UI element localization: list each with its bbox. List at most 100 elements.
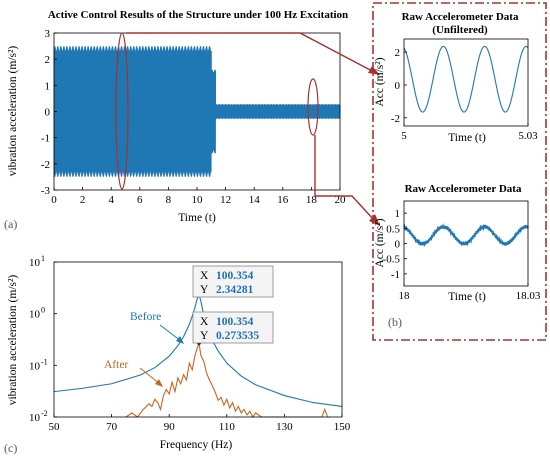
xtick-label: 5.03 <box>518 130 538 142</box>
ytick-label: -3 <box>41 185 51 197</box>
panel-a-xticks: 0 2 4 6 8 10 12 14 16 18 20 <box>51 187 346 206</box>
panel-a-yticks: 3 2 1 0 -1 -2 -3 <box>41 28 57 197</box>
datatip-before-box <box>192 265 274 298</box>
xtick-label: 16 <box>277 194 289 206</box>
series-after <box>125 342 331 419</box>
ytick-label: 2 <box>395 47 401 59</box>
panel-a: Active Control Results of the Structure … <box>4 9 348 231</box>
datatip-before-y-key: Y <box>200 284 209 296</box>
panel-a-xlabel: Time (t) <box>178 212 216 224</box>
panel-a-ylabel: vibration acceleration (m/s²) <box>7 46 19 177</box>
ytick-label: 3 <box>45 28 51 40</box>
xtick-label: 10 <box>192 194 204 206</box>
ytick-exponent: -2 <box>41 409 48 418</box>
panel-b-frame <box>372 2 547 341</box>
panel-c-xlabel: Frequency (Hz) <box>160 439 233 451</box>
legend-before-arrow <box>159 324 182 342</box>
panel-c-label: (c) <box>4 441 17 455</box>
xtick-label: 2 <box>80 194 86 206</box>
ytick-label: 1 <box>395 208 401 220</box>
xtick-label: 50 <box>49 421 61 433</box>
panel-b-bottom: Raw Accelerometer Data 18 18.03 1 0.5 0 -0.5… <box>374 183 541 303</box>
ytick-exponent: 1 <box>41 254 45 263</box>
datatip-after-y: 0.273535 <box>216 330 259 342</box>
ytick-label: -2 <box>391 113 400 125</box>
zoom-ellipse-5s <box>115 32 129 190</box>
panel-b-top-xticks: 5 5.03 <box>401 123 538 142</box>
ytick-label: 0 <box>395 80 401 92</box>
panel-c-ylabel: vibration acceleration (m/s²) <box>7 275 19 406</box>
xtick-label: 20 <box>335 194 347 206</box>
datatip-after: X 100.354 Y 0.273535 <box>192 311 274 344</box>
panel-a-title: Active Control Results of the Structure … <box>48 9 348 21</box>
panel-b-label: (b) <box>388 315 402 329</box>
ytick-exponent: 0 <box>41 306 45 315</box>
ytick-label: -1 <box>41 133 50 145</box>
ytick-label: 2 <box>45 54 51 66</box>
xtick-label: 110 <box>219 421 236 433</box>
panel-c-xticks: 50 70 90 110 130 150 <box>49 414 351 433</box>
panel-b-bottom-ylabel: Acc (m/s²) <box>374 218 386 267</box>
xtick-label: 150 <box>334 421 351 433</box>
panel-b-bottom-xticks: 18 18.03 <box>399 283 541 302</box>
ytick-label: 0 <box>395 239 401 251</box>
xtick-label: 14 <box>249 194 261 206</box>
panel-b-bottom-plot <box>403 223 529 248</box>
datatip-before-y: 2.34281 <box>216 284 254 296</box>
panel-b-bottom-xlabel: Time (t) <box>448 291 486 303</box>
xtick-label: 12 <box>220 194 231 206</box>
legend-after-arrow <box>139 367 161 385</box>
ytick-label: -2 <box>41 159 50 171</box>
legend-after-label: After <box>104 359 128 371</box>
panel-c-plot-area <box>53 292 343 419</box>
datatip-after-x: 100.354 <box>216 316 254 328</box>
xtick-label: 4 <box>108 194 114 206</box>
series-signal <box>403 45 529 113</box>
xtick-label: 6 <box>137 194 143 206</box>
panel-c-axes-box <box>53 261 343 418</box>
panel-b-top-ylabel: Acc (m/s²) <box>374 57 386 106</box>
ytick-label: -1 <box>391 269 400 281</box>
panel-a-label: (a) <box>4 217 17 231</box>
ytick-label: 0.5 <box>386 223 400 235</box>
ytick-label: 10 <box>29 360 41 372</box>
callout-arrow-bottom <box>314 135 375 221</box>
series-before <box>53 292 343 407</box>
callout-arrowhead-bottom <box>369 214 380 226</box>
xtick-label: 8 <box>166 194 172 206</box>
xtick-label: 70 <box>106 421 118 433</box>
panel-b-top-plot <box>403 45 529 113</box>
callout-arrowhead-top <box>368 66 380 75</box>
callout-arrow-top <box>126 32 375 73</box>
panel-b-top-xlabel: Time (t) <box>448 132 486 144</box>
datatip-after-x-key: X <box>200 316 209 328</box>
ytick-label: 10 <box>29 309 41 321</box>
panel-b-top: Raw Accelerometer Data (Unfiltered) 5 5.0… <box>374 11 538 144</box>
datatip-after-box <box>192 311 274 344</box>
panel-b-bottom-title: Raw Accelerometer Data <box>405 183 522 195</box>
panel-b-top-title: Raw Accelerometer Data <box>402 11 519 23</box>
ytick-label: 10 <box>29 412 41 424</box>
xtick-label: 18 <box>306 194 318 206</box>
panel-b-top-axes-box <box>403 38 529 127</box>
xtick-label: 18 <box>399 290 411 302</box>
legend-after-arrowhead <box>155 379 163 387</box>
datatip-before-x-key: X <box>200 270 209 282</box>
ytick-label: -0.5 <box>383 254 401 266</box>
zoom-ellipse-18s <box>307 78 319 136</box>
ytick-exponent: -1 <box>41 357 48 366</box>
series-signal <box>53 46 341 177</box>
ytick-label: 1 <box>45 80 51 92</box>
datatip-before-x: 100.354 <box>216 270 254 282</box>
datatip-after-y-key: Y <box>200 330 209 342</box>
panel-b-top-yticks: 2 0 -2 <box>391 47 407 125</box>
xtick-label: 18.03 <box>516 290 541 302</box>
legend-before-arrowhead <box>176 336 184 344</box>
xtick-label: 130 <box>276 421 293 433</box>
callout-arrows <box>126 32 380 226</box>
panel-b-bottom-yticks: 1 0.5 0 -0.5 -1 <box>383 208 407 281</box>
panel-a-plot-area <box>53 46 341 177</box>
